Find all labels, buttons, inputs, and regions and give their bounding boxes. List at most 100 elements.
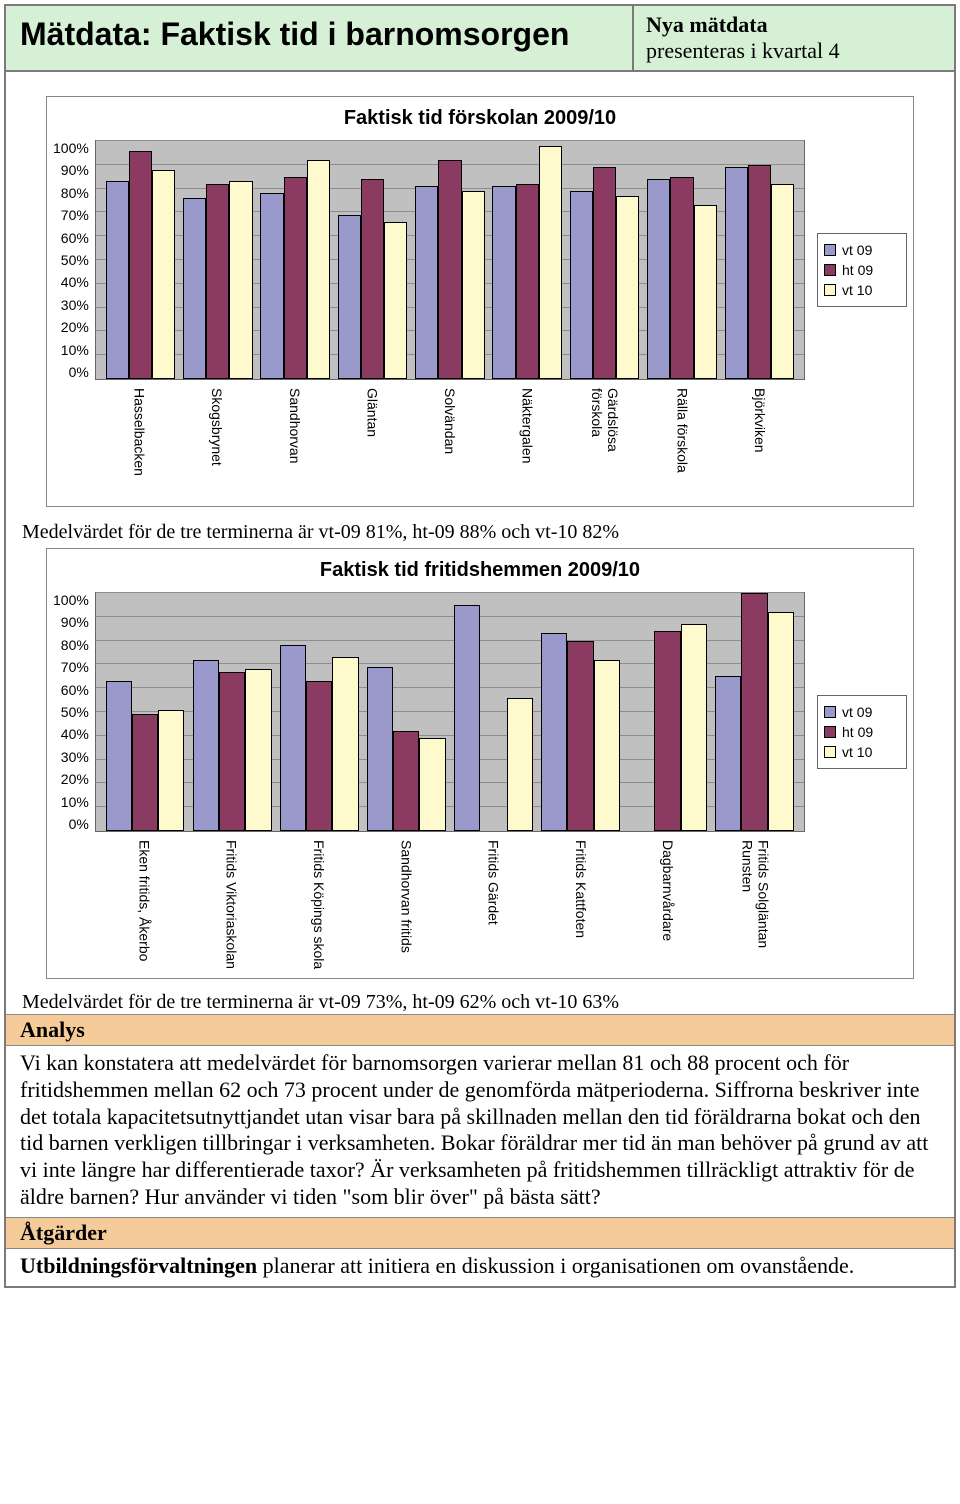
bar xyxy=(567,641,593,831)
chart2-x-labels: Eken fritids, ÅkerboFritids Viktoriaskol… xyxy=(95,832,805,972)
bar xyxy=(507,698,533,831)
bar xyxy=(367,667,393,831)
bar xyxy=(280,645,306,831)
bar xyxy=(771,184,794,379)
y-tick-label: 0% xyxy=(53,364,89,380)
legend-swatch xyxy=(824,244,836,256)
bar xyxy=(132,714,158,831)
bar xyxy=(462,191,485,379)
bar xyxy=(570,191,593,379)
bar xyxy=(454,605,480,831)
legend-swatch xyxy=(824,726,836,738)
bar xyxy=(594,660,620,831)
chart1-title: Faktisk tid förskolan 2009/10 xyxy=(53,103,907,140)
chart2-y-axis: 100%90%80%70%60%50%40%30%20%10%0% xyxy=(53,592,95,832)
x-label: Hasselbacken xyxy=(101,384,179,500)
y-tick-label: 40% xyxy=(53,274,89,290)
bar xyxy=(361,179,384,379)
bar-group xyxy=(450,593,537,831)
bar-group xyxy=(624,593,711,831)
x-label: Sandhorvan xyxy=(256,384,334,500)
x-label: Björkviken xyxy=(721,384,799,500)
y-tick-label: 40% xyxy=(53,726,89,742)
chart1-box: Faktisk tid förskolan 2009/10 100%90%80%… xyxy=(46,96,914,507)
bar xyxy=(338,215,361,379)
x-label: Fritids Solgläntan Runsten xyxy=(712,836,799,972)
x-label: Dagbarnvårdare xyxy=(625,836,712,972)
x-label: Fritids Gärdet xyxy=(450,836,537,972)
y-tick-label: 30% xyxy=(53,297,89,313)
bar xyxy=(193,660,219,831)
atgarder-prefix: Utbildningsförvaltningen xyxy=(20,1253,257,1278)
bar-group xyxy=(179,141,256,379)
x-label: Sandhorvan fritids xyxy=(363,836,450,972)
legend-swatch xyxy=(824,264,836,276)
bar xyxy=(307,160,330,379)
chart2-box: Faktisk tid fritidshemmen 2009/10 100%90… xyxy=(46,548,914,979)
bar xyxy=(384,222,407,379)
y-tick-label: 50% xyxy=(53,252,89,268)
x-label: Solvändan xyxy=(411,384,489,500)
bar xyxy=(492,186,515,379)
bar-group xyxy=(102,593,189,831)
y-tick-label: 30% xyxy=(53,749,89,765)
bar xyxy=(616,196,639,379)
chart2-title: Faktisk tid fritidshemmen 2009/10 xyxy=(53,555,907,592)
bar-group xyxy=(334,141,411,379)
bar xyxy=(419,738,445,831)
bar xyxy=(129,151,152,379)
legend-label: ht 09 xyxy=(842,262,873,278)
x-label: Fritids Köpings skola xyxy=(275,836,362,972)
legend-item: ht 09 xyxy=(824,722,900,742)
bar xyxy=(393,731,419,831)
bar xyxy=(415,186,438,379)
bar xyxy=(654,631,680,831)
bar xyxy=(741,593,767,831)
bar-group xyxy=(189,593,276,831)
x-label: Rälla förskola xyxy=(644,384,722,500)
legend-item: ht 09 xyxy=(824,260,900,280)
bar-group xyxy=(276,593,363,831)
y-tick-label: 70% xyxy=(53,207,89,223)
atgarder-rest: planerar att initiera en diskussion i or… xyxy=(257,1253,854,1278)
legend-label: vt 10 xyxy=(842,282,872,298)
chart1-plot xyxy=(95,140,805,380)
page: Mätdata: Faktisk tid i barnomsorgen Nya … xyxy=(4,4,956,1288)
y-tick-label: 70% xyxy=(53,659,89,675)
notice-line-2: presenteras i kvartal 4 xyxy=(646,38,942,64)
bar-group xyxy=(363,593,450,831)
x-label: Fritids Viktoriaskolan xyxy=(188,836,275,972)
bar xyxy=(539,146,562,379)
bar-group xyxy=(643,141,720,379)
legend-label: vt 09 xyxy=(842,704,872,720)
bar xyxy=(284,177,307,379)
bar xyxy=(681,624,707,831)
notice-line-1: Nya mätdata xyxy=(646,12,942,38)
y-tick-label: 100% xyxy=(53,592,89,608)
bar xyxy=(183,198,206,379)
bar xyxy=(438,160,461,379)
bar xyxy=(647,179,670,379)
chart2-plot-col: Eken fritids, ÅkerboFritids Viktoriaskol… xyxy=(95,592,805,972)
y-tick-label: 50% xyxy=(53,704,89,720)
chart2-plot xyxy=(95,592,805,832)
chart2-legend: vt 09ht 09vt 10 xyxy=(817,695,907,769)
bar xyxy=(541,633,567,831)
bar xyxy=(768,612,794,831)
legend-label: ht 09 xyxy=(842,724,873,740)
legend-item: vt 09 xyxy=(824,702,900,722)
bar-group xyxy=(411,141,488,379)
header: Mätdata: Faktisk tid i barnomsorgen Nya … xyxy=(6,6,954,72)
bar xyxy=(206,184,229,379)
legend-item: vt 09 xyxy=(824,240,900,260)
y-tick-label: 80% xyxy=(53,637,89,653)
legend-label: vt 09 xyxy=(842,242,872,258)
bar xyxy=(229,181,252,379)
bar xyxy=(106,681,132,831)
bar xyxy=(260,193,283,379)
bar xyxy=(516,184,539,379)
section-atgarder-body: Utbildningsförvaltningen planerar att in… xyxy=(6,1249,954,1286)
bar-group xyxy=(102,141,179,379)
section-analys-label: Analys xyxy=(6,1014,954,1046)
chart1-x-labels: HasselbackenSkogsbrynetSandhorvanGläntan… xyxy=(95,380,805,500)
